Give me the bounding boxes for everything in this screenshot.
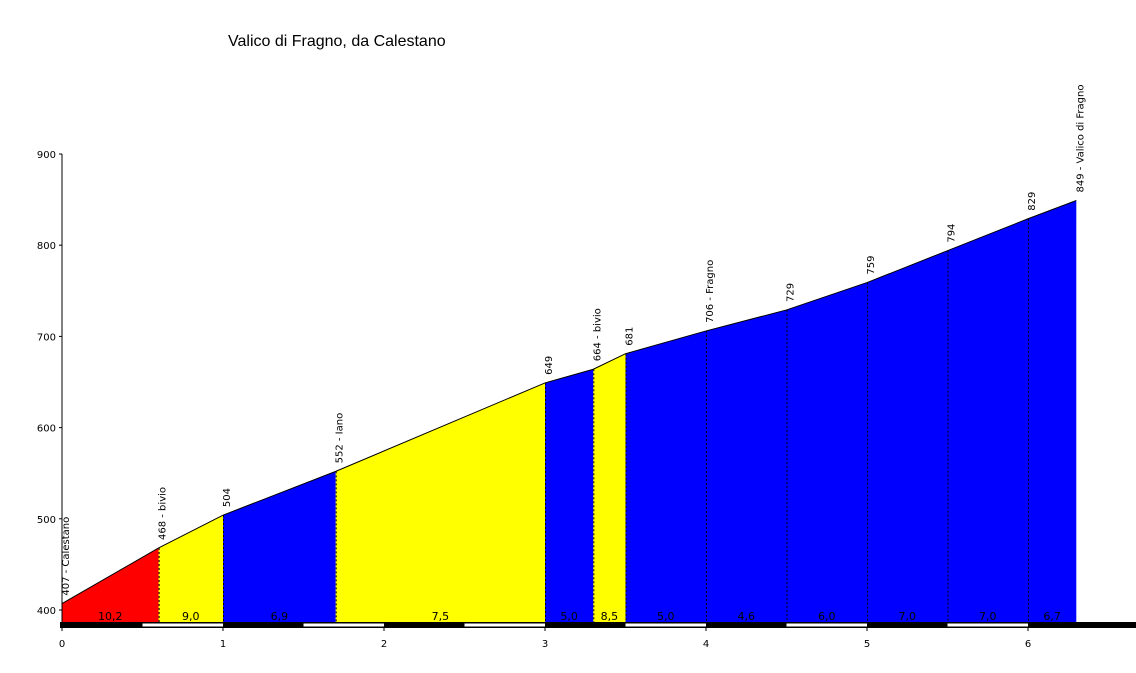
- point-label-11: 829: [1027, 192, 1038, 211]
- segment-dividers: [158, 218, 1029, 622]
- distance-bar-white-11: [947, 623, 1028, 627]
- y-tick-label-5: 900: [37, 150, 56, 161]
- point-label-2: 504: [222, 488, 233, 507]
- y-tick-label-3: 700: [37, 332, 56, 343]
- segment-areas: [62, 200, 1077, 622]
- segment-area-11: [1028, 200, 1077, 622]
- gradient-label-8: 6,0: [818, 610, 836, 623]
- point-label-5: 664 - bivio: [592, 308, 603, 361]
- gradient-label-0: 10,2: [98, 610, 123, 623]
- chart-title: Valico di Fragno, da Calestano: [228, 33, 446, 50]
- segment-area-7: [706, 309, 787, 622]
- x-tick-label-6: 6: [1025, 639, 1031, 650]
- segment-area-6: [625, 330, 706, 622]
- segment-area-0: [62, 547, 159, 622]
- point-label-8: 729: [786, 283, 797, 302]
- segment-area-10: [947, 218, 1028, 622]
- gradient-label-6: 5,0: [657, 610, 675, 623]
- x-tick-label-0: 0: [59, 639, 65, 650]
- gradient-label-10: 7,0: [979, 610, 997, 623]
- point-label-9: 759: [866, 255, 877, 274]
- gradient-label-11: 6,7: [1043, 610, 1061, 623]
- point-labels: 407 - Calestano 468 - bivio 504 552 - Iano 6…: [61, 85, 1086, 596]
- point-label-10: 794: [947, 224, 958, 243]
- gradient-label-4: 5,0: [560, 610, 578, 623]
- y-tick-label-4: 800: [37, 241, 56, 252]
- distance-bar-white-1: [142, 623, 223, 627]
- segment-area-4: [545, 369, 594, 622]
- y-tick-label-0: 400: [37, 606, 56, 617]
- axes: 400 500 600 700 800 900 0 1 2 3 4 5 6: [37, 150, 1031, 650]
- x-tick-label-3: 3: [542, 639, 548, 650]
- x-tick-label-4: 4: [703, 639, 709, 650]
- point-label-3: 552 - Iano: [335, 413, 346, 464]
- segment-area-8: [786, 282, 867, 622]
- x-tick-label-1: 1: [220, 639, 226, 650]
- point-label-12: 849 - Valico di Fragno: [1075, 85, 1086, 193]
- gradient-label-7: 4,6: [738, 610, 756, 623]
- gradient-label-5: 8,5: [601, 610, 619, 623]
- segment-area-5: [593, 353, 626, 622]
- distance-bar-white-5: [464, 623, 545, 627]
- segment-area-3: [335, 382, 545, 622]
- profile-line: [61, 200, 1077, 605]
- point-label-6: 681: [625, 327, 636, 346]
- segment-area-9: [867, 250, 948, 622]
- y-tick-label-2: 600: [37, 424, 56, 435]
- gradient-label-2: 6,9: [271, 610, 289, 623]
- segment-area-1: [158, 515, 223, 622]
- gradient-label-3: 7,5: [432, 610, 450, 623]
- y-tick-label-1: 500: [37, 515, 56, 526]
- segment-area-2: [223, 471, 336, 622]
- gradient-label-9: 7,0: [899, 610, 917, 623]
- gradient-label-1: 9,0: [182, 610, 200, 623]
- point-label-7: 706 - Fragno: [705, 260, 716, 323]
- distance-bar-white-9: [786, 623, 867, 627]
- distance-bar-white-7: [625, 623, 706, 627]
- distance-bar-base: [60, 622, 1136, 628]
- point-label-1: 468 - bivio: [158, 487, 169, 540]
- x-tick-label-2: 2: [381, 639, 387, 650]
- distance-bar: [60, 622, 1136, 628]
- profile-line-group: [61, 200, 1077, 605]
- gradient-labels: 10,2 9,0 6,9 7,5 5,0 8,5 5,0 4,6 6,0 7,0 7,0 6,7: [98, 610, 1061, 623]
- distance-bar-white-3: [303, 623, 384, 627]
- point-label-4: 649: [544, 356, 555, 375]
- x-tick-label-5: 5: [864, 639, 870, 650]
- point-label-0: 407 - Calestano: [61, 517, 72, 596]
